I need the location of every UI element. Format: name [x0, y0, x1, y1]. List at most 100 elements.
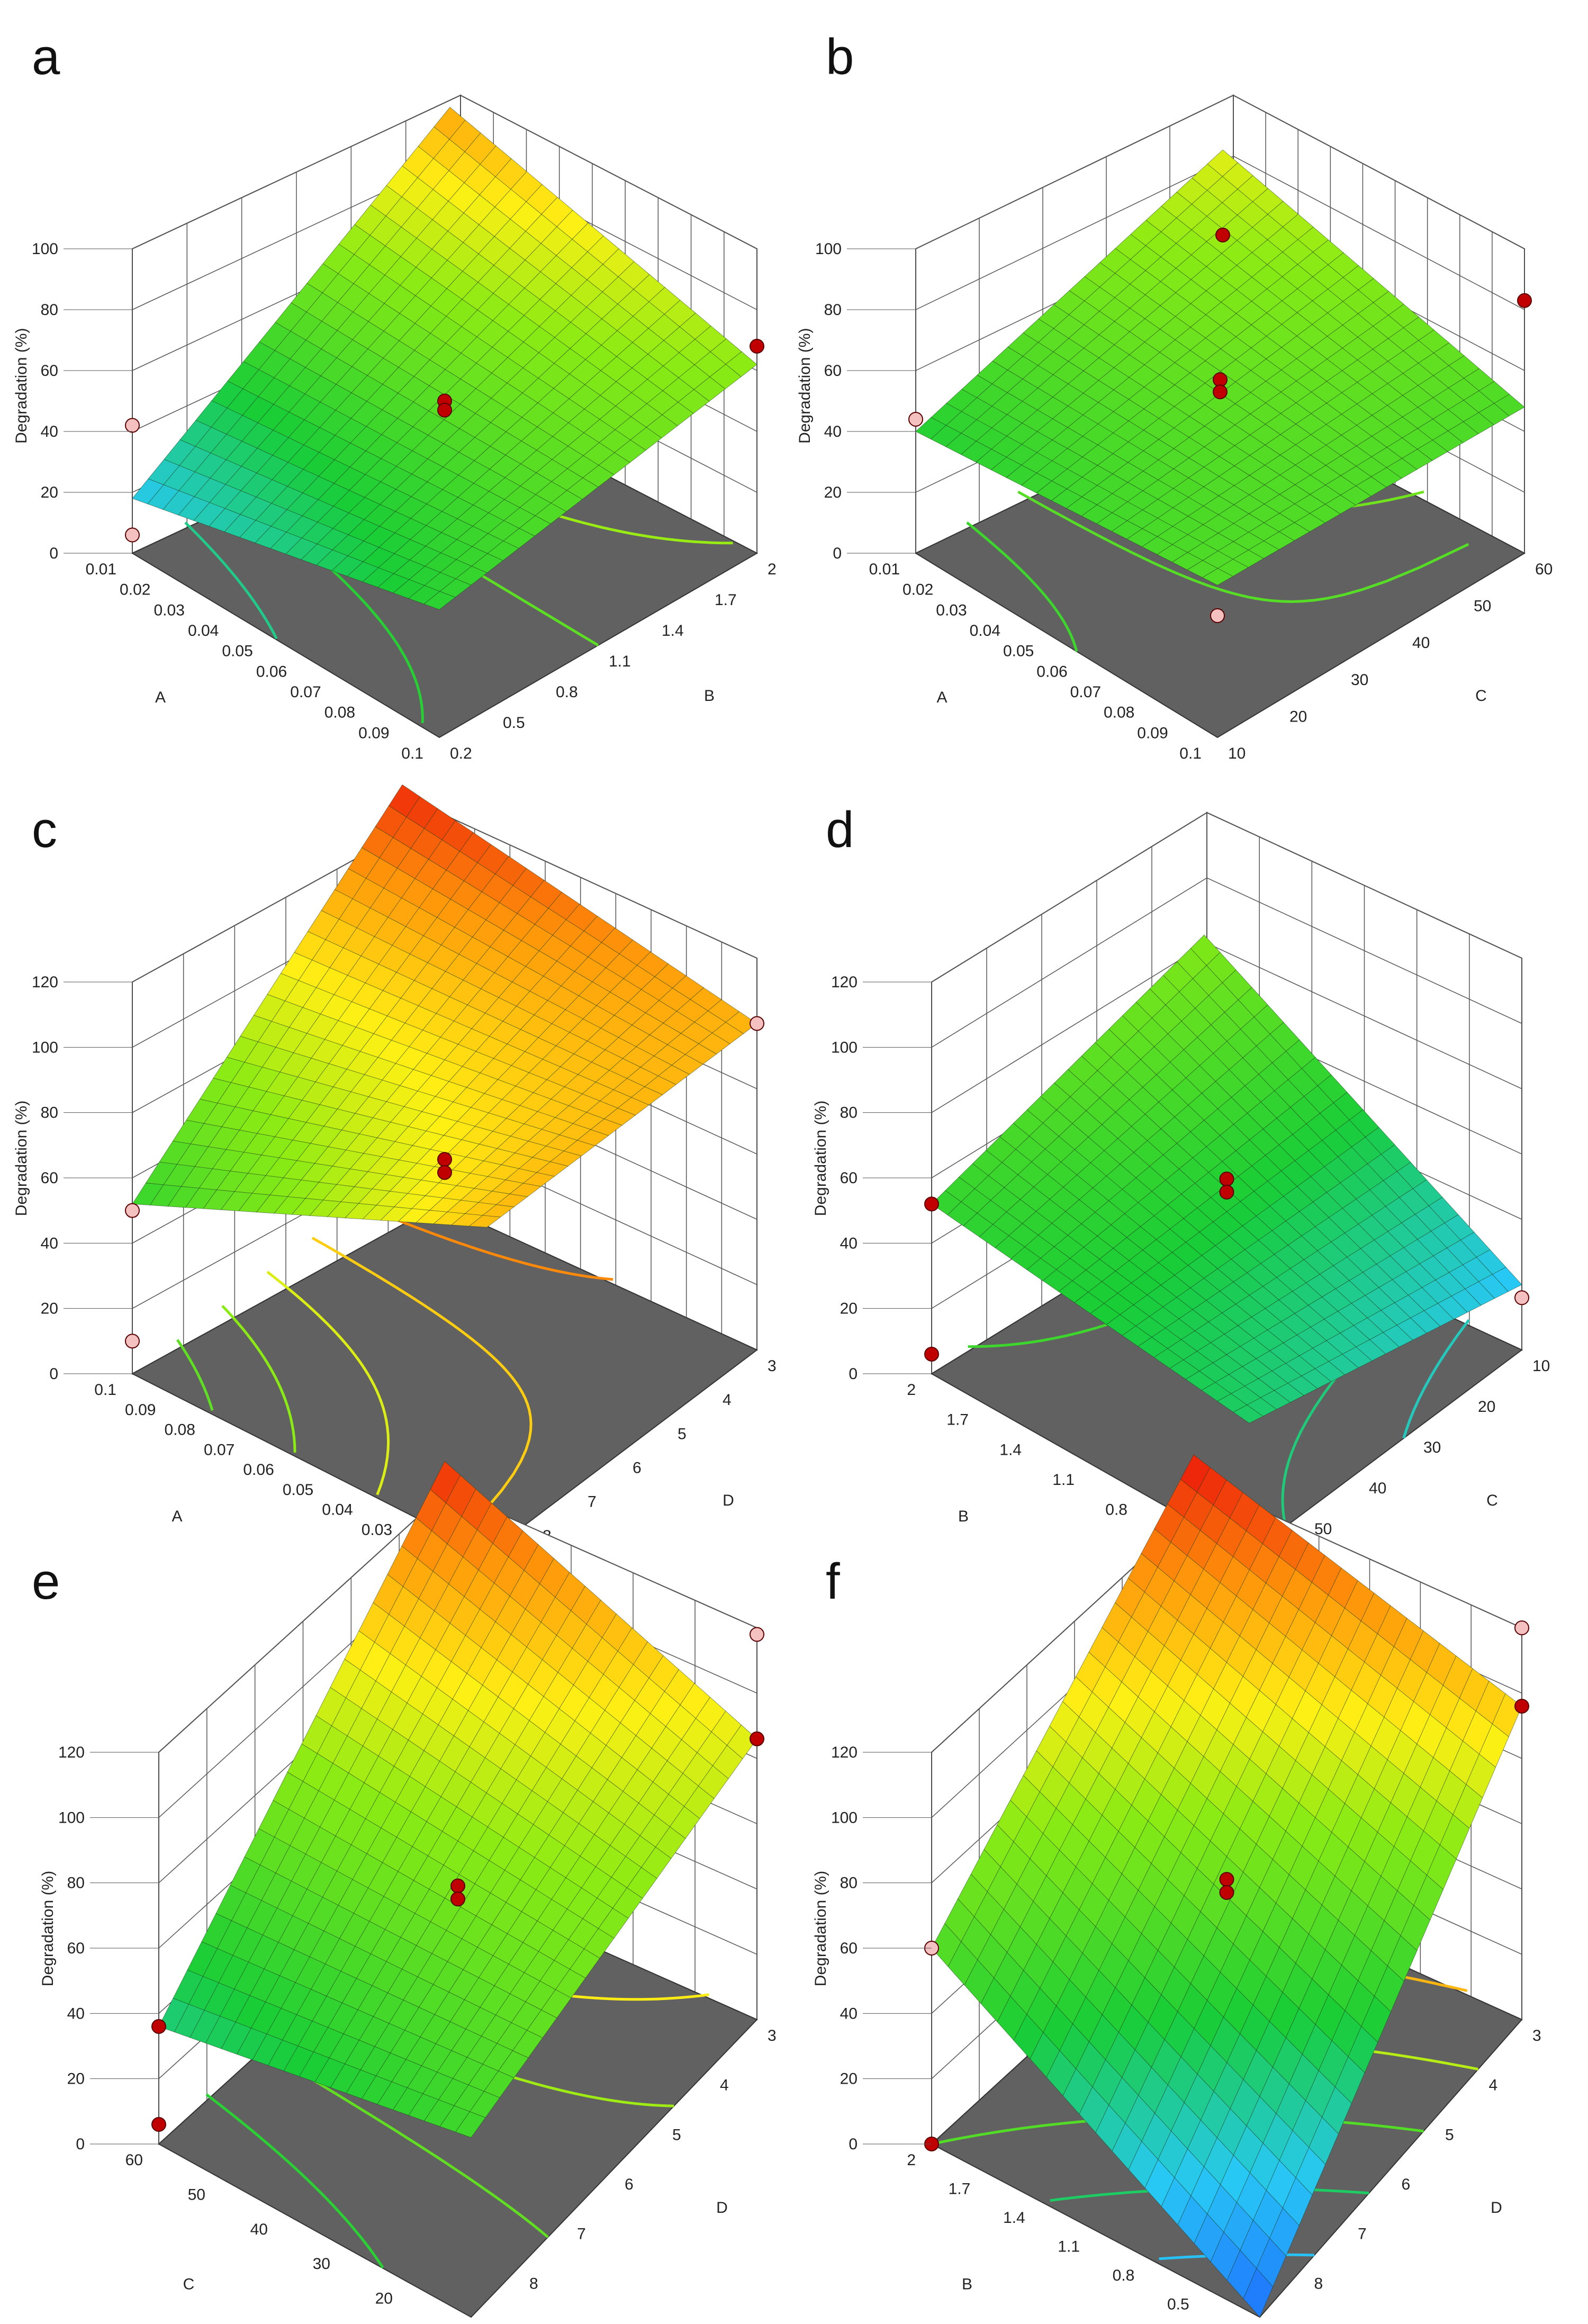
y-tick-label: 10: [1228, 745, 1246, 762]
z-tick-label: 20: [41, 484, 58, 501]
z-tick-label: 40: [840, 1235, 858, 1252]
z-tick-label: 40: [41, 1235, 58, 1252]
x-tick-label: 0.09: [358, 724, 389, 742]
design-point: [1219, 1872, 1234, 1887]
z-tick-label: 0: [76, 2136, 85, 2153]
x-tick-label: 0.1: [94, 1381, 116, 1399]
y-tick-label: 5: [678, 1425, 687, 1443]
z-axis-title: Degradation (%): [13, 1101, 30, 1216]
z-tick-label: 40: [840, 2005, 858, 2022]
floor-contour: [184, 521, 278, 639]
z-tick-label: 0: [849, 1365, 858, 1383]
chart-panel-b: b 0 20 40 60 80 100 Degradation (%) 0.010.020.03…: [796, 29, 1553, 762]
x-tick-label: 0.06: [243, 1461, 274, 1479]
design-point: [908, 412, 923, 427]
x-tick-label: 0.05: [1003, 643, 1034, 660]
z-tick-label: 40: [824, 423, 842, 440]
surface-cell: [1202, 568, 1233, 585]
x-tick-label: 1.7: [946, 1411, 969, 1429]
floor-contour: [266, 1271, 390, 1496]
chart-panel-d: d 0 20 40 60 80 100 120 Degradation (%) 2 1.7 1.4 1.…: [812, 801, 1550, 1579]
z-tick-label: 60: [840, 1940, 858, 1957]
design-point: [437, 1152, 452, 1167]
x-tick-label: 50: [188, 2186, 205, 2203]
y-tick-label: 50: [1474, 598, 1491, 615]
y-tick-label: 30: [1351, 671, 1368, 689]
x-tick-label: 0.03: [362, 1521, 392, 1538]
y-axis-label: D: [1491, 2199, 1502, 2217]
x-tick-label: 0.09: [125, 1401, 156, 1419]
z-tick-label: 20: [840, 2070, 858, 2088]
z-tick-label: 20: [840, 1300, 858, 1318]
y-axis-label: D: [716, 2199, 728, 2217]
z-tick-label: 80: [41, 301, 58, 319]
floor-contour: [1017, 490, 1469, 603]
z-tick-label: 80: [824, 301, 842, 319]
y-tick-label: 0.8: [556, 683, 578, 701]
design-point: [924, 1347, 939, 1362]
y-tick-label: 0.5: [503, 714, 525, 732]
y-tick-label: 3: [768, 2027, 777, 2044]
y-tick-label: 5: [672, 2126, 681, 2143]
design-point: [750, 1731, 764, 1746]
y-tick-label: 20: [1289, 708, 1307, 725]
floor-contour: [966, 521, 1078, 652]
z-tick-label: 20: [824, 484, 842, 501]
x-tick-label: 0.1: [1179, 745, 1202, 762]
design-point: [1517, 293, 1532, 308]
z-tick-label: 0: [849, 2136, 858, 2153]
design-point: [1213, 384, 1228, 400]
design-point: [125, 1334, 140, 1349]
y-tick-label: 20: [1478, 1398, 1495, 1416]
z-tick-label: 80: [840, 1104, 858, 1122]
x-tick-label: 0.8: [1113, 2267, 1135, 2284]
panel-letter: c: [32, 801, 57, 858]
z-axis-title: Degradation (%): [796, 328, 814, 444]
x-axis-label: A: [155, 689, 166, 706]
design-point: [1514, 1290, 1529, 1305]
x-axis-label: A: [172, 1508, 182, 1525]
x-tick-label: 0.05: [222, 643, 252, 660]
z-tick-label: 80: [840, 1875, 858, 1892]
x-tick-label: 0.1: [401, 745, 423, 762]
x-tick-label: 1.1: [1058, 2238, 1080, 2256]
floor-contour: [311, 1237, 533, 1540]
y-tick-label: 2: [768, 561, 777, 578]
x-tick-label: 0.8: [1105, 1501, 1127, 1519]
response-surface: [132, 106, 757, 610]
y-tick-label: 4: [1489, 2077, 1498, 2094]
design-point: [750, 1627, 764, 1642]
surface-cell: [423, 591, 456, 610]
y-tick-label: 5: [1445, 2126, 1454, 2143]
y-tick-label: 7: [588, 1493, 597, 1511]
y-tick-label: 6: [633, 1460, 642, 1477]
x-tick-label: 0.08: [1104, 704, 1134, 722]
design-point: [437, 1165, 452, 1180]
y-tick-label: 6: [625, 2176, 634, 2193]
y-tick-label: 3: [768, 1357, 777, 1375]
z-tick-label: 40: [67, 2005, 85, 2022]
z-tick-label: 80: [67, 1875, 85, 1892]
x-tick-label: 60: [125, 2151, 143, 2169]
x-tick-label: 2: [907, 1381, 916, 1399]
x-tick-label: 0.04: [188, 622, 219, 639]
panel-letter: a: [32, 29, 60, 85]
x-tick-label: 0.06: [256, 663, 287, 680]
design-point: [125, 527, 140, 543]
x-axis-label: B: [958, 1508, 969, 1525]
design-point: [1219, 1885, 1234, 1900]
x-tick-label: 0.01: [869, 561, 900, 578]
design-point: [1210, 608, 1225, 623]
panel-letter: d: [826, 801, 854, 858]
y-tick-label: 0.2: [450, 745, 472, 762]
response-surface: [931, 934, 1522, 1424]
z-tick-label: 20: [41, 1300, 58, 1318]
y-tick-label: 7: [577, 2226, 586, 2243]
x-tick-label: 0.5: [1167, 2296, 1189, 2313]
design-point: [437, 402, 452, 418]
y-tick-label: 6: [1402, 2176, 1411, 2193]
x-tick-label: 0.02: [120, 581, 150, 599]
y-tick-label: 10: [1532, 1357, 1550, 1375]
surface-cell: [1233, 1404, 1264, 1424]
x-tick-label: 0.06: [1036, 663, 1067, 680]
